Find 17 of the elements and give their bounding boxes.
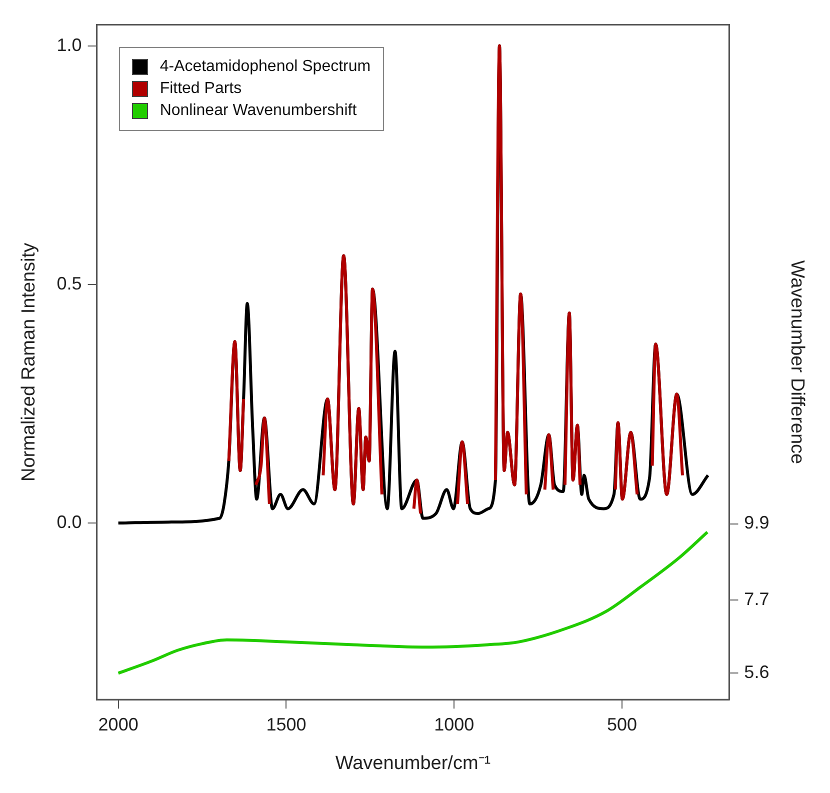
x-tick-label: 1500: [266, 714, 306, 734]
line-series: [116, 530, 709, 675]
legend-label: 4-Acetamidophenol Spectrum: [160, 56, 371, 77]
x-tick-label: 2000: [98, 714, 138, 734]
y2-tick-label: 9.9: [744, 512, 770, 533]
legend-label: Fitted Parts: [160, 78, 242, 99]
y2-tick-label: 5.6: [744, 662, 770, 682]
x-axis-title: Wavenumber/cm⁻¹: [335, 752, 491, 774]
x-tick-label: 1000: [434, 714, 474, 734]
legend-label: Nonlinear Wavenumbershift: [160, 100, 357, 121]
y2-tick-label: 7.7: [744, 589, 770, 610]
y-tick-label: 0.0: [56, 512, 82, 532]
y-axis-title: Normalized Raman Intensity: [18, 242, 40, 482]
y-tick-label: 0.5: [56, 273, 82, 294]
x-tick-label: 500: [607, 714, 638, 734]
y-tick-label: 1.0: [56, 34, 82, 55]
y2-axis-title: Wavenumber Difference: [786, 260, 808, 464]
